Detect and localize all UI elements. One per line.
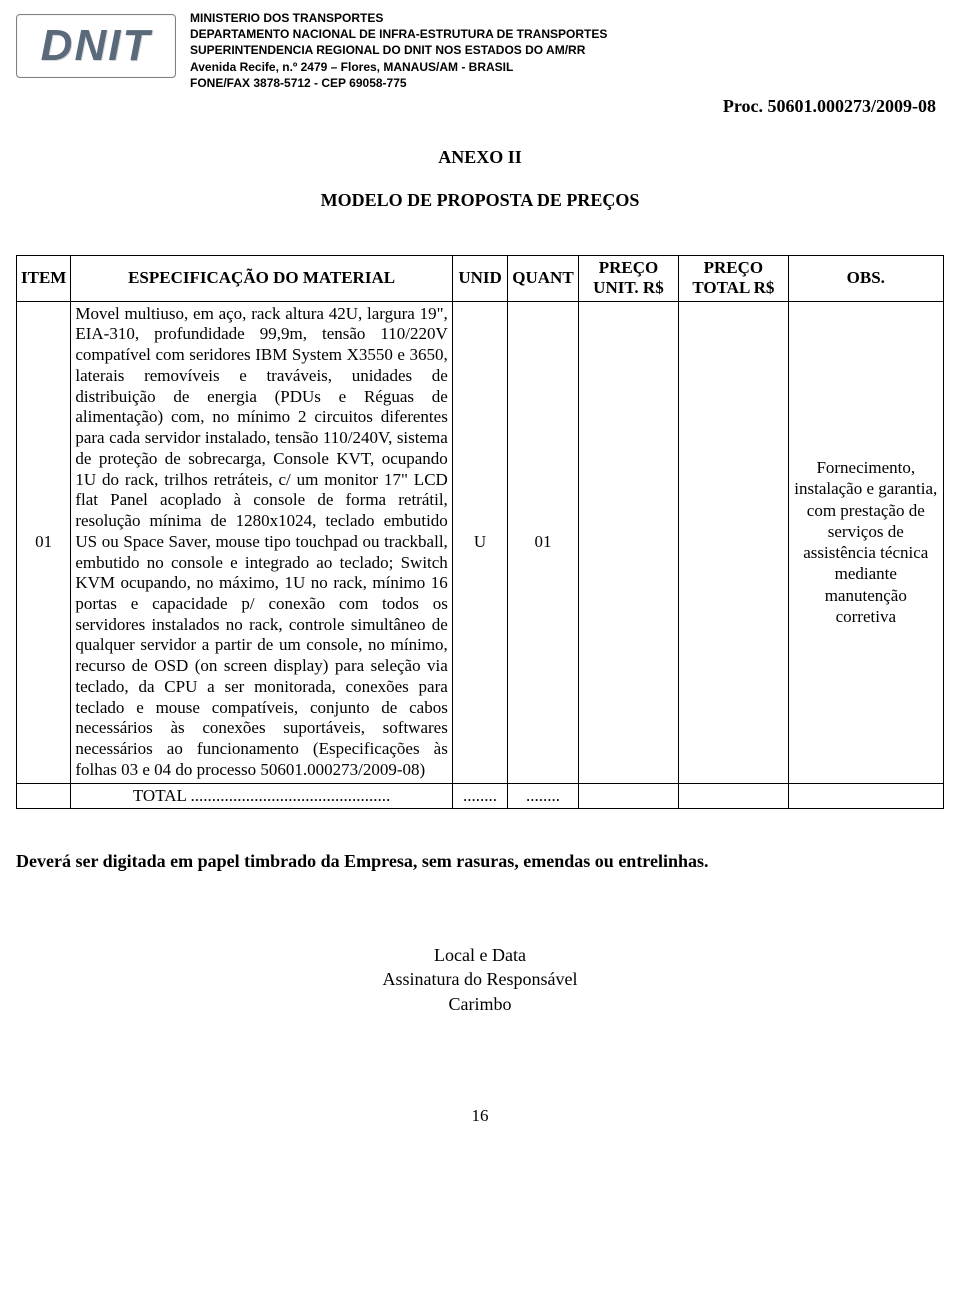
letterhead-line: SUPERINTENDENCIA REGIONAL DO DNIT NOS ES…: [190, 42, 607, 58]
th-item: ITEM: [17, 255, 71, 301]
total-item-blank: [17, 783, 71, 808]
total-obs: [788, 783, 943, 808]
cell-preco-unit: [578, 301, 679, 783]
th-preco-total: PREÇO TOTAL R$: [679, 255, 788, 301]
sign-line: Local e Data: [16, 943, 944, 967]
footer-instruction: Deverá ser digitada em papel timbrado da…: [16, 849, 944, 873]
letterhead-line: FONE/FAX 3878-5712 - CEP 69058-775: [190, 75, 607, 91]
page: DNIT MINISTERIO DOS TRANSPORTES DEPARTAM…: [0, 0, 960, 1166]
th-unid: UNID: [452, 255, 507, 301]
table-row: 01 Movel multiuso, em aço, rack altura 4…: [17, 301, 944, 783]
th-preco-unit: PREÇO UNIT. R$: [578, 255, 679, 301]
cell-obs: Fornecimento, instalação e garantia, com…: [788, 301, 943, 783]
cell-quant: 01: [508, 301, 578, 783]
total-unid: ........: [452, 783, 507, 808]
cell-preco-total: [679, 301, 788, 783]
price-table: ITEM ESPECIFICAÇÃO DO MATERIAL UNID QUAN…: [16, 255, 944, 809]
th-spec: ESPECIFICAÇÃO DO MATERIAL: [71, 255, 452, 301]
cell-spec: Movel multiuso, em aço, rack altura 42U,…: [71, 301, 452, 783]
signature-block: Local e Data Assinatura do Responsável C…: [16, 943, 944, 1016]
th-obs: OBS.: [788, 255, 943, 301]
total-preco-unit: [578, 783, 679, 808]
dnit-logo: DNIT: [16, 14, 176, 78]
letterhead-line: DEPARTAMENTO NACIONAL DE INFRA-ESTRUTURA…: [190, 26, 607, 42]
sign-line: Assinatura do Responsável: [16, 967, 944, 991]
total-preco-total: [679, 783, 788, 808]
letterhead: MINISTERIO DOS TRANSPORTES DEPARTAMENTO …: [190, 10, 607, 91]
anexo-title: ANEXO II: [16, 147, 944, 168]
letterhead-line: MINISTERIO DOS TRANSPORTES: [190, 10, 607, 26]
th-quant: QUANT: [508, 255, 578, 301]
modelo-title: MODELO DE PROPOSTA DE PREÇOS: [16, 190, 944, 211]
total-label: TOTAL ..................................…: [71, 783, 452, 808]
header: DNIT MINISTERIO DOS TRANSPORTES DEPARTAM…: [16, 8, 944, 91]
sign-line: Carimbo: [16, 992, 944, 1016]
page-number: 16: [16, 1106, 944, 1126]
cell-unid: U: [452, 301, 507, 783]
letterhead-line: Avenida Recife, n.º 2479 – Flores, MANAU…: [190, 59, 607, 75]
process-number: Proc. 50601.000273/2009-08: [723, 96, 936, 117]
cell-item: 01: [17, 301, 71, 783]
total-quant: ........: [508, 783, 578, 808]
table-total-row: TOTAL ..................................…: [17, 783, 944, 808]
dnit-logo-text: DNIT: [41, 24, 152, 68]
table-header-row: ITEM ESPECIFICAÇÃO DO MATERIAL UNID QUAN…: [17, 255, 944, 301]
